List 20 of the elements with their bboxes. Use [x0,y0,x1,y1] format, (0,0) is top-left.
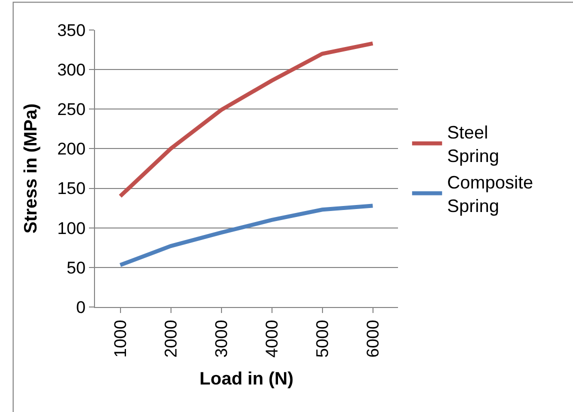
y-tick-label: 0 [76,298,86,317]
y-tick-label: 350 [57,20,86,40]
y-tick-label: 200 [57,140,86,159]
y-tick-label: 250 [57,100,86,120]
y-tick-label: 300 [57,60,86,80]
y-tick-label: 50 [66,258,86,278]
x-tick-label: 4000 [262,320,282,358]
x-tick-label: 2000 [161,320,180,358]
legend-label: Steel Spring [447,122,500,166]
y-tick-label: 150 [57,179,86,198]
y-axis-title: Stress in (MPa) [20,103,40,234]
x-tick-label: 3000 [212,320,231,358]
y-tick-label: 100 [57,218,86,238]
x-tick-label: 1000 [110,320,130,358]
x-tick-label: 5000 [312,320,332,358]
x-axis-title: Load in (N) [200,368,294,389]
line-series [118,204,375,268]
line-series [118,41,375,198]
legend-label: Composite Spring [447,172,534,216]
x-tick-label: 6000 [363,320,382,358]
